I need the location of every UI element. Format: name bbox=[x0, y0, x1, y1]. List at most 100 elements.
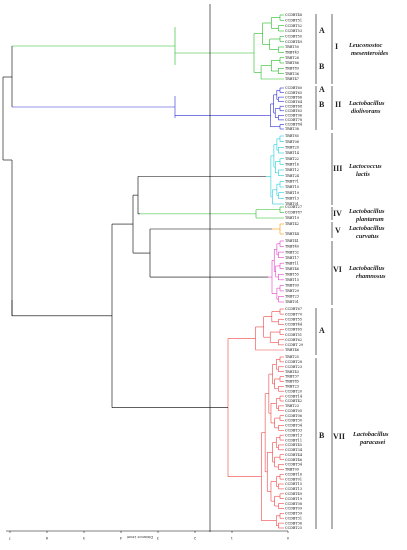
species-VII-genus: Lactobacillus bbox=[352, 431, 389, 438]
leaf-label: CCDBT34 bbox=[285, 448, 302, 452]
leaf-label: CCDBT63 bbox=[285, 109, 302, 113]
group-IV-label: IV bbox=[333, 209, 342, 218]
leaf-label: CCDBT34 bbox=[285, 424, 302, 428]
group-I-sub-B: B bbox=[319, 62, 325, 71]
leaf-label: CCDBT67 bbox=[285, 307, 302, 311]
leaf-label: CCDBT42 bbox=[285, 399, 302, 403]
species-I-name: mesenteroides bbox=[351, 50, 389, 57]
leaf-label: TRBT89 bbox=[285, 67, 299, 71]
axis-tick-label: 7 bbox=[9, 536, 11, 540]
species-II-genus: Lactobacillus bbox=[348, 100, 385, 107]
group-II-sub-B: B bbox=[319, 100, 325, 109]
leaf-label: CCDBT62 bbox=[285, 338, 302, 342]
leaf-label: TRBT08 bbox=[285, 140, 299, 144]
axis-title: Distance Level bbox=[127, 535, 153, 539]
leaf-label: TRBT71 bbox=[285, 180, 299, 184]
leaf-label: TRBT11 bbox=[285, 261, 299, 265]
species-III-genus: Lactococcus bbox=[348, 163, 382, 170]
distance-axis: 7 6 5 4 3 2 1 0 Distance Level bbox=[6, 530, 289, 540]
leaf-label: CCDBT49 bbox=[285, 492, 302, 496]
leaf-label: TRBT86 bbox=[285, 61, 299, 65]
group-II-label: II bbox=[335, 100, 341, 109]
leaf-label: CCDBT96 bbox=[285, 114, 302, 118]
leaf-label: CCDBT49 bbox=[285, 40, 302, 44]
group-VII-sub-B: B bbox=[319, 431, 325, 440]
leaf-label: CCDBT45 bbox=[285, 443, 302, 447]
leaf-label: CCDBT30 bbox=[285, 419, 302, 423]
leaf-label: TRBT01 bbox=[285, 300, 299, 304]
species-VI-genus: Lactobacillus bbox=[348, 265, 385, 272]
leaf-label: TRBT13 bbox=[285, 197, 299, 201]
leaf-label: CCDBT55 bbox=[285, 317, 302, 321]
group-III-label: III bbox=[333, 164, 342, 173]
species-IV-genus: Lactobacillus bbox=[348, 208, 385, 215]
group-I-sub-A: A bbox=[319, 26, 325, 35]
leaf-label: CCDBT44 bbox=[285, 453, 302, 457]
leaf-label: CCDBT06 bbox=[285, 414, 302, 418]
group-brackets bbox=[315, 14, 333, 529]
group-VII-sub-A: A bbox=[319, 326, 325, 335]
leaf-label: TRBT23 bbox=[285, 404, 299, 408]
leaf-label: TRBT41 bbox=[285, 239, 299, 243]
leaf-labels: CCDBT48CCDBT51CCDBT52CCDBT53CCDBT50CCDBT… bbox=[285, 13, 303, 530]
leaf-label: CCDBT08 bbox=[285, 502, 302, 506]
leaf-label: TRBT12 bbox=[285, 168, 299, 172]
group-VI-label: VI bbox=[333, 265, 342, 274]
leaf-label: TRBT36 bbox=[285, 72, 299, 76]
leaf-label: CCDBT13 bbox=[285, 433, 302, 437]
leaf-label: CCDBT65 bbox=[285, 328, 302, 332]
species-VII-name: paracasei bbox=[359, 439, 385, 446]
leaf-label: CCDBT52 bbox=[285, 24, 302, 28]
leaf-label: TRBT19 bbox=[285, 216, 299, 220]
axis-tick-label: 2 bbox=[194, 536, 196, 540]
leaf-label: TRBT43 bbox=[285, 370, 299, 374]
leaf-label: CCDBT31 bbox=[285, 516, 302, 520]
leaf-label: CCDBT33 bbox=[285, 428, 302, 432]
leaf-label: TRBT24 bbox=[285, 174, 299, 178]
leaf-label: CCDBT48 bbox=[285, 13, 302, 17]
leaf-label: TRBT43 bbox=[285, 51, 299, 55]
leaf-label: CCDBT46 bbox=[285, 458, 302, 462]
species-III-name: lactis bbox=[356, 171, 370, 178]
leaf-label: CCDBT14 bbox=[285, 394, 302, 398]
leaf-label: CCDBT70 bbox=[285, 312, 302, 316]
leaf-label: TRBT17 bbox=[285, 256, 299, 260]
leaf-label: CCDBT60 bbox=[285, 86, 302, 90]
leaf-label: TRBT01 bbox=[285, 202, 299, 206]
leaf-label: CCDBT28 bbox=[285, 360, 302, 364]
leaf-label: TRBT28 bbox=[285, 56, 299, 60]
leaf-label: CCDBT51 bbox=[285, 19, 302, 23]
leaf-label: TRBT25 bbox=[285, 355, 299, 359]
species-IV-name: plantarum bbox=[355, 216, 384, 223]
leaf-label: CCDBT44 bbox=[285, 323, 302, 327]
leaf-label: CCDBT84 bbox=[285, 123, 302, 127]
axis-tick-label: 1 bbox=[231, 536, 233, 540]
species-V-genus: Lactobacillus bbox=[348, 225, 385, 232]
leaf-label: CCDBT36 bbox=[285, 521, 302, 525]
leaf-label: CCDBT20 bbox=[285, 389, 302, 393]
leaf-label: TRBT16 bbox=[285, 163, 299, 167]
leaf-label: CCDBT64 bbox=[285, 100, 302, 104]
leaf-label: CCDBT87 bbox=[285, 211, 302, 215]
leaf-label: CCDBT25 bbox=[285, 526, 302, 530]
leaf-label: TRBT23 bbox=[285, 385, 299, 389]
leaf-label: TRBT46 bbox=[285, 348, 299, 352]
leaf-label: TRBT22 bbox=[285, 157, 299, 161]
species-I-genus: Leuconostoc bbox=[348, 42, 383, 49]
axis-tick-label: 4 bbox=[119, 536, 122, 540]
leaf-label: CCDBT 29 bbox=[285, 343, 303, 347]
leaf-label: CCDBT51 bbox=[285, 333, 302, 337]
leaf-label: TRBT23 bbox=[285, 295, 299, 299]
group-VII-label: VII bbox=[333, 432, 345, 441]
axis-tick-label: 0 bbox=[286, 536, 289, 540]
group-V-label: V bbox=[335, 226, 341, 235]
leaf-label: CCDBT23 bbox=[285, 365, 302, 369]
leaf-label: TRBT15 bbox=[285, 278, 299, 282]
leaf-label: CCDBT39 bbox=[285, 512, 302, 516]
leaf-label: CCDBT78 bbox=[285, 118, 302, 122]
leaf-label: CCDBT65 bbox=[285, 91, 302, 95]
leaf-label: TRBT10 bbox=[285, 185, 299, 189]
species-VI-name: rhamnosus bbox=[356, 273, 386, 280]
species-II-name: diolivorans bbox=[351, 108, 381, 115]
